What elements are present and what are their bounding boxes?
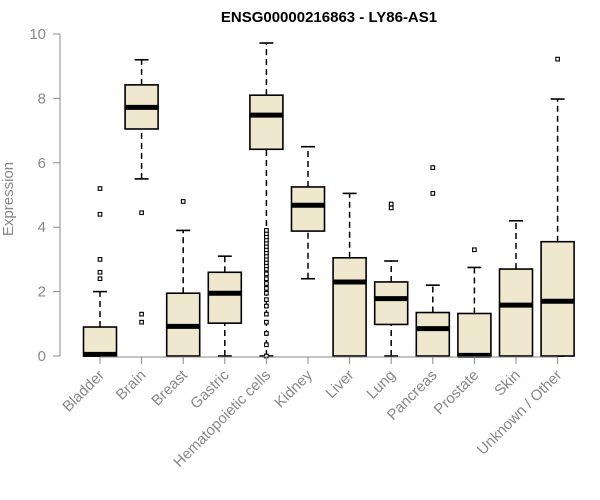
y-tick-label: 8 [38,90,46,107]
iqr-box [457,312,492,357]
outlier-point [264,319,269,325]
x-tick-label: Lung [363,367,399,403]
iqr-box [498,268,534,357]
outlier-point [97,269,103,275]
box-skin [498,219,534,357]
outlier-point [97,276,103,282]
box-liver [332,192,367,357]
outlier-point [264,271,269,277]
x-tick-label: Prostate [431,367,483,419]
iqr-box [415,311,451,357]
outlier-point [264,276,269,282]
outlier-point [97,257,103,262]
outlier-point [97,211,103,217]
outlier-point [139,210,144,216]
outlier-point [97,186,103,191]
outlier-point [388,201,394,207]
x-tick-label: Skin [491,367,524,400]
y-axis-label: Expression [0,162,17,236]
y-tick-label: 10 [29,26,46,43]
outlier-point [139,311,144,317]
outlier-point [264,228,269,233]
box-prostate [457,247,492,358]
iqr-box [290,186,326,232]
outlier-point [264,331,269,336]
outlier-point [264,303,269,309]
x-tick-label: Liver [322,367,357,402]
iqr-box [249,94,284,151]
iqr-box [207,271,243,324]
iqr-box [82,326,118,357]
outlier-point [555,56,560,62]
box-breast [165,199,201,357]
outlier-point [264,281,269,286]
outlier-point [430,165,436,170]
boxes [82,42,575,359]
box-lung [373,201,409,357]
outlier-point [472,247,477,253]
box-hematopoietic-cells [249,42,284,359]
x-tick-label: Kidney [271,366,316,411]
outlier-point [139,319,144,325]
box-gastric [207,255,243,357]
outlier-point [430,191,436,196]
box-pancreas [415,165,451,357]
outlier-point [264,290,269,296]
outlier-point [180,199,186,204]
x-tick-label: Breast [148,366,191,409]
y-axis-ticks: 0 2 4 6 8 10 [29,26,60,365]
outlier-point [388,205,394,211]
box-bladder [82,186,118,357]
iqr-box [332,256,367,357]
box-brain [124,58,159,325]
y-tick-label: 2 [38,284,46,301]
y-tick-label: 0 [38,348,46,365]
x-tick-label: Bladder [59,367,108,416]
chart-title: ENSG00000216863 - LY86-AS1 [221,9,437,26]
outlier-point [264,342,269,348]
outlier-point [264,286,269,291]
y-tick-label: 6 [38,155,46,172]
iqr-box [373,281,409,326]
x-tick-label: Brain [113,367,150,404]
outlier-point [264,297,269,303]
box-kidney [290,145,326,280]
outlier-point [264,311,269,317]
box-unknown-other [540,56,575,357]
y-tick-label: 4 [38,219,46,236]
